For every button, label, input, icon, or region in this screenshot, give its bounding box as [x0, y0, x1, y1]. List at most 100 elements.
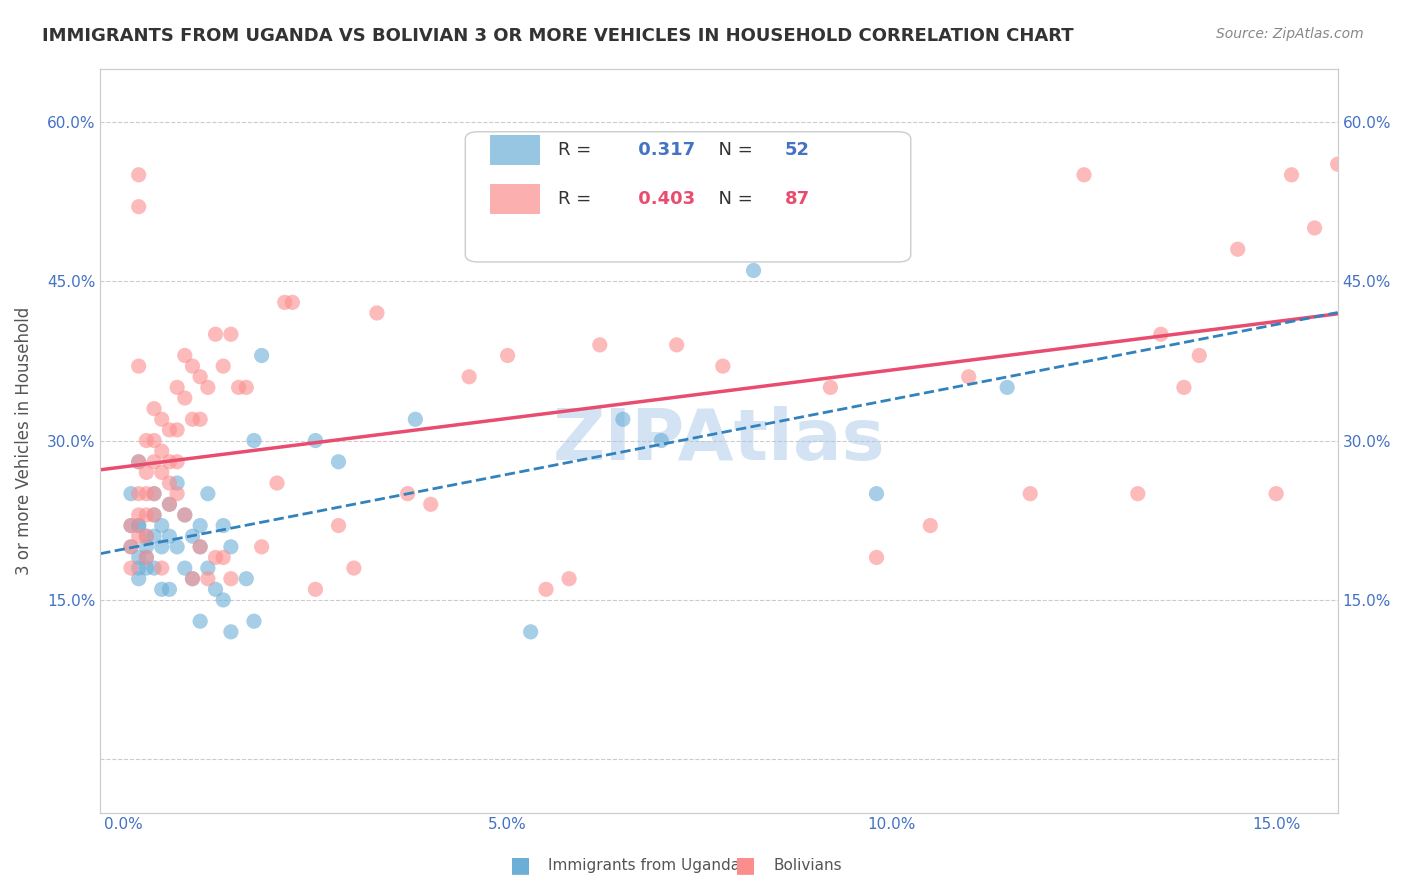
- Point: [120, 561, 142, 575]
- Point: [204, 327, 226, 342]
- Point: [204, 550, 226, 565]
- Point: [458, 369, 481, 384]
- Point: [143, 561, 166, 575]
- Point: [1150, 327, 1173, 342]
- Point: [742, 263, 765, 277]
- Point: [143, 529, 166, 543]
- Point: [219, 327, 242, 342]
- Point: [181, 412, 204, 426]
- Point: [135, 466, 157, 480]
- Point: [128, 518, 150, 533]
- Point: [328, 455, 350, 469]
- Point: [150, 582, 173, 597]
- Point: [143, 486, 166, 500]
- Point: [266, 476, 288, 491]
- Point: [150, 466, 173, 480]
- Point: [166, 380, 188, 394]
- Point: [212, 518, 235, 533]
- Point: [995, 380, 1018, 394]
- Text: IMMIGRANTS FROM UGANDA VS BOLIVIAN 3 OR MORE VEHICLES IN HOUSEHOLD CORRELATION C: IMMIGRANTS FROM UGANDA VS BOLIVIAN 3 OR …: [42, 27, 1074, 45]
- Point: [166, 486, 188, 500]
- Point: [157, 455, 180, 469]
- Point: [1173, 380, 1195, 394]
- Point: [150, 540, 173, 554]
- Point: [173, 561, 195, 575]
- Point: [150, 412, 173, 426]
- Point: [1326, 157, 1348, 171]
- Point: [120, 540, 142, 554]
- Point: [366, 306, 388, 320]
- Point: [157, 476, 180, 491]
- Point: [173, 508, 195, 522]
- Point: [711, 359, 734, 373]
- Point: [173, 508, 195, 522]
- Bar: [491, 184, 540, 213]
- Point: [150, 561, 173, 575]
- Text: N =: N =: [707, 190, 758, 208]
- Point: [181, 572, 204, 586]
- Point: [128, 168, 150, 182]
- Point: [157, 423, 180, 437]
- Point: [128, 455, 150, 469]
- Point: [957, 369, 980, 384]
- Point: [120, 518, 142, 533]
- Point: [304, 582, 326, 597]
- Point: [1265, 486, 1288, 500]
- Point: [634, 136, 657, 150]
- Point: [558, 572, 581, 586]
- Point: [243, 434, 266, 448]
- Text: ZIPAtlas: ZIPAtlas: [553, 406, 886, 475]
- Point: [157, 582, 180, 597]
- Point: [181, 359, 204, 373]
- Point: [235, 572, 257, 586]
- Point: [1303, 221, 1326, 235]
- Point: [128, 455, 150, 469]
- Point: [157, 497, 180, 511]
- Bar: [491, 136, 540, 165]
- Point: [212, 359, 235, 373]
- Point: [219, 540, 242, 554]
- Point: [328, 518, 350, 533]
- Point: [665, 338, 688, 352]
- Point: [143, 508, 166, 522]
- Point: [128, 572, 150, 586]
- Point: [250, 349, 273, 363]
- Point: [120, 540, 142, 554]
- Point: [212, 550, 235, 565]
- Point: [143, 508, 166, 522]
- Point: [135, 529, 157, 543]
- Point: [120, 518, 142, 533]
- Point: [135, 508, 157, 522]
- Point: [589, 338, 612, 352]
- Point: [143, 401, 166, 416]
- Point: [173, 391, 195, 405]
- Text: N =: N =: [707, 141, 758, 160]
- Point: [396, 486, 419, 500]
- Point: [496, 349, 519, 363]
- Point: [128, 359, 150, 373]
- Point: [188, 518, 211, 533]
- Text: ■: ■: [510, 855, 530, 875]
- Point: [135, 434, 157, 448]
- Point: [135, 561, 157, 575]
- Point: [228, 380, 250, 394]
- Point: [250, 540, 273, 554]
- Text: 0.317: 0.317: [633, 141, 696, 160]
- Point: [128, 561, 150, 575]
- Point: [135, 550, 157, 565]
- Point: [1019, 486, 1042, 500]
- Point: [820, 380, 842, 394]
- Point: [128, 529, 150, 543]
- Point: [197, 380, 219, 394]
- Point: [612, 412, 634, 426]
- Point: [128, 518, 150, 533]
- Point: [204, 582, 226, 597]
- Point: [273, 295, 295, 310]
- Text: 52: 52: [785, 141, 810, 160]
- Text: Bolivians: Bolivians: [773, 858, 842, 872]
- Point: [304, 434, 326, 448]
- Point: [1281, 168, 1303, 182]
- Point: [150, 518, 173, 533]
- Point: [128, 200, 150, 214]
- Point: [166, 455, 188, 469]
